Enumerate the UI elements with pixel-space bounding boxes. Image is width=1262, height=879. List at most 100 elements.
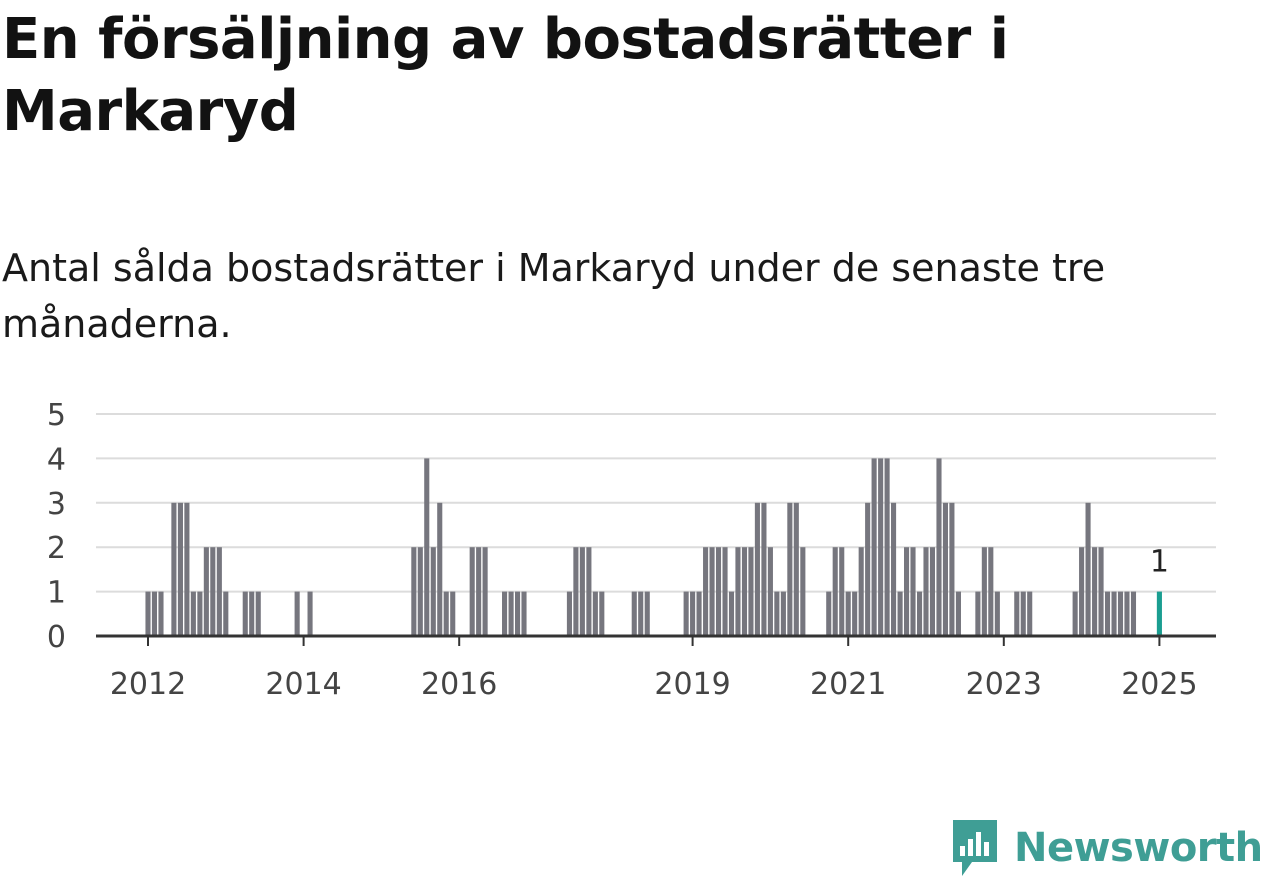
bar xyxy=(936,458,942,636)
bar xyxy=(599,591,605,636)
x-tick-label: 2014 xyxy=(265,667,341,702)
x-tick-label: 2021 xyxy=(810,667,886,702)
bar xyxy=(171,502,177,636)
bar xyxy=(767,547,773,636)
bar xyxy=(994,591,1000,636)
bar xyxy=(942,502,948,636)
x-tick-label: 2025 xyxy=(1121,667,1197,702)
y-tick-label: 5 xyxy=(47,398,66,433)
bar xyxy=(858,547,864,636)
bar xyxy=(437,502,443,636)
bar xyxy=(216,547,222,636)
bar xyxy=(981,547,987,636)
bar xyxy=(897,591,903,636)
bar xyxy=(586,547,592,636)
bar xyxy=(190,591,196,636)
x-tick-label: 2019 xyxy=(654,667,730,702)
bar xyxy=(424,458,430,636)
bar xyxy=(307,591,313,636)
bar xyxy=(780,591,786,636)
bar xyxy=(566,591,572,636)
annotations: 1 xyxy=(1150,545,1169,580)
bar xyxy=(1111,591,1117,636)
y-tick-label: 1 xyxy=(47,576,66,611)
bar xyxy=(845,591,851,636)
bar xyxy=(573,547,579,636)
bar xyxy=(865,502,871,636)
bar xyxy=(852,591,858,636)
y-tick-label: 0 xyxy=(47,620,66,655)
bars xyxy=(145,458,1162,636)
bar xyxy=(430,547,436,636)
newsworthy-logo: Newsworthy xyxy=(950,818,1262,878)
bar xyxy=(923,547,929,636)
y-tick-label: 4 xyxy=(47,442,66,477)
bar xyxy=(800,547,806,636)
bar xyxy=(151,591,158,636)
bar xyxy=(1079,547,1085,636)
bar xyxy=(184,502,190,636)
bar xyxy=(728,591,735,636)
bar xyxy=(1098,547,1104,636)
bar xyxy=(891,502,897,636)
x-tick-label: 2023 xyxy=(966,667,1042,702)
bar xyxy=(450,591,456,636)
x-axis-ticks: 2012 2014 2016 2019 2021 2023 2025 xyxy=(110,636,1198,702)
bar xyxy=(787,502,793,636)
bar xyxy=(735,547,741,636)
bar xyxy=(242,591,248,636)
bar xyxy=(203,547,209,636)
bar xyxy=(592,591,598,636)
bar xyxy=(1124,591,1130,636)
bar xyxy=(476,547,482,636)
y-tick-label: 3 xyxy=(47,487,66,522)
bar xyxy=(469,547,475,636)
bar xyxy=(741,547,748,636)
bar-latest xyxy=(1156,591,1162,636)
chart-subtitle: Antal sålda bostadsrätter i Markaryd und… xyxy=(2,246,1106,346)
gridlines xyxy=(96,413,1216,593)
bar xyxy=(910,547,916,636)
bar xyxy=(916,591,923,636)
bar xyxy=(1027,591,1033,636)
bar xyxy=(1130,591,1137,636)
bar xyxy=(249,591,255,636)
bar xyxy=(975,591,981,636)
chart-title: En försäljning av bostadsrätter i Markar… xyxy=(2,7,1009,144)
bar xyxy=(521,591,527,636)
bar xyxy=(754,502,760,636)
bar xyxy=(696,591,702,636)
bar xyxy=(158,591,164,636)
x-tick-label: 2016 xyxy=(421,667,497,702)
bar xyxy=(703,547,709,636)
bar xyxy=(508,591,514,636)
bar xyxy=(638,591,644,636)
latest-value-label: 1 xyxy=(1150,545,1169,580)
bar xyxy=(197,591,203,636)
bar xyxy=(177,502,183,636)
bar xyxy=(988,547,994,636)
y-axis-ticks: 0 1 2 3 4 5 xyxy=(47,398,66,655)
bar xyxy=(255,591,261,636)
bar xyxy=(774,591,780,636)
bar xyxy=(411,547,417,636)
bar xyxy=(1104,591,1111,636)
newsworthy-logo-icon xyxy=(953,820,997,876)
bar xyxy=(579,547,585,636)
bar xyxy=(417,547,423,636)
bar xyxy=(644,591,650,636)
bar xyxy=(793,502,799,636)
bar xyxy=(949,502,955,636)
bar xyxy=(761,502,767,636)
bar-chart: 0 1 2 3 4 5 2012 2014 2016 2019 2021 2023 2025 1 xyxy=(47,398,1216,702)
bar xyxy=(482,547,488,636)
bar xyxy=(1072,591,1078,636)
bar xyxy=(443,591,449,636)
x-tick-label: 2012 xyxy=(110,667,186,702)
bar xyxy=(748,547,754,636)
bar xyxy=(904,547,910,636)
bar xyxy=(1020,591,1026,636)
bar xyxy=(871,458,877,636)
bar xyxy=(884,458,890,636)
bar xyxy=(683,591,689,636)
